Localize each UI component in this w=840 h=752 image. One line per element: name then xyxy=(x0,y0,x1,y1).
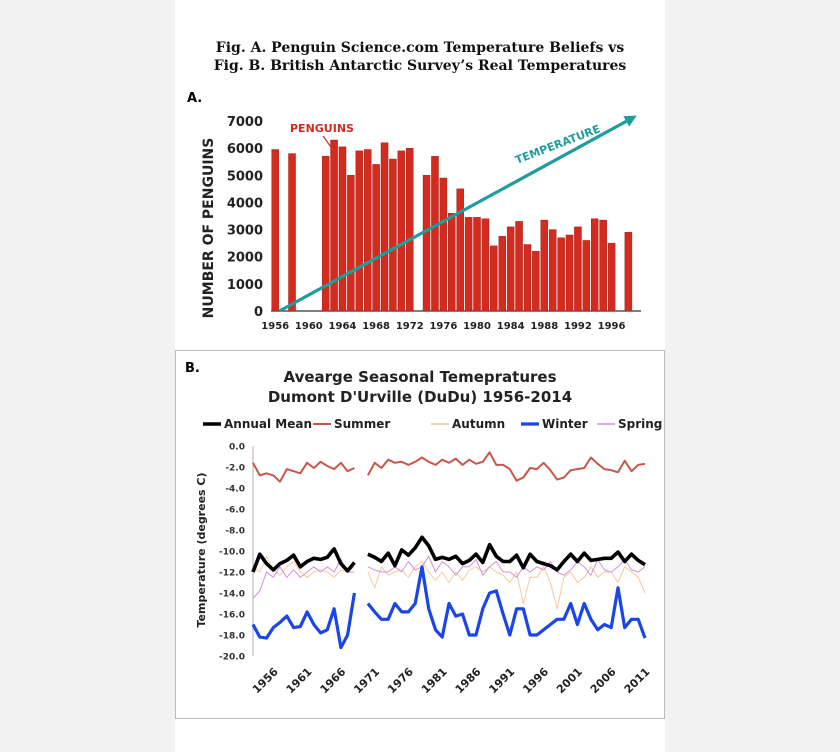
penguin-bar xyxy=(372,164,380,312)
chart-a-tick-labels: 0 1000 2000 3000 4000 5000 6000 7000 1956 1960 196… xyxy=(227,115,626,332)
panel-b-label: B. xyxy=(185,361,200,376)
chart-a-y-tick-label: 4000 xyxy=(227,196,263,211)
penguin-bar xyxy=(406,147,414,312)
chart-b-y-axis-label: Temperature (degrees C) xyxy=(195,472,208,627)
chart-a-bars xyxy=(271,139,633,312)
chart-a-y-tick-label: 3000 xyxy=(227,224,263,239)
chart-b-temperatures: B. Avearge Seasonal Temepratures Dumont … xyxy=(175,350,665,719)
chart-a-x-tick-label: 1964 xyxy=(329,321,357,332)
chart-b-y-tick-label: -6.0 xyxy=(225,506,245,516)
penguin-bar xyxy=(288,153,296,312)
penguin-bar xyxy=(347,175,355,312)
legend-label-winter: Winter xyxy=(542,417,588,431)
figure-title-line-1: Fig. A. Penguin Science.com Temperature … xyxy=(215,40,625,56)
chart-b-y-tick-label: 0.0 xyxy=(229,443,245,453)
series-line-winter xyxy=(251,565,647,650)
chart-b-frame xyxy=(175,350,665,719)
penguin-bar xyxy=(532,251,540,312)
penguin-bar xyxy=(498,236,506,312)
chart-a-x-tick-label: 1992 xyxy=(564,321,592,332)
penguin-bar xyxy=(506,226,515,312)
chart-a-x-tick-label: 1968 xyxy=(362,321,390,332)
penguin-bar xyxy=(481,218,490,312)
penguin-bar xyxy=(540,219,549,312)
penguin-bar xyxy=(380,142,389,312)
chart-b-legend: Annual Mean Summer Autumn Winter Spring xyxy=(203,417,662,431)
penguin-bar xyxy=(473,217,481,312)
penguin-bar xyxy=(456,188,464,312)
penguin-bar xyxy=(574,226,582,312)
penguin-bar xyxy=(523,244,532,312)
series-line-spring xyxy=(252,555,646,599)
penguin-bar xyxy=(330,139,338,312)
chart-a-x-tick-label: 1972 xyxy=(396,321,424,332)
penguin-bar xyxy=(422,175,431,312)
figure-title-line-2: Fig. B. British Antarctic Survey’s Real … xyxy=(213,58,627,74)
penguin-bar xyxy=(582,240,591,312)
temperature-arrow-head xyxy=(623,115,637,127)
penguin-bar xyxy=(338,146,347,312)
chart-b-y-tick-label: -20.0 xyxy=(219,653,245,663)
penguins-annotation-pointer xyxy=(322,135,334,151)
chart-b-y-tick-label: -2.0 xyxy=(225,464,245,474)
chart-b-y-tick-label: -18.0 xyxy=(219,632,245,642)
temperature-arrow-shaft xyxy=(278,119,628,313)
chart-a-x-tick-label: 1980 xyxy=(463,321,491,332)
penguin-bar xyxy=(355,150,364,312)
penguin-bar xyxy=(431,156,439,312)
legend-label-annual-mean: Annual Mean xyxy=(224,417,312,431)
penguin-bar xyxy=(464,217,473,312)
chart-a-penguins: A. NUMBER OF PENGUINS 0 1000 2000 3000 4000 5… xyxy=(187,91,641,332)
chart-a-y-tick-label: 0 xyxy=(254,305,263,320)
series-line-annual-mean xyxy=(251,535,646,573)
penguin-bar xyxy=(397,150,406,312)
chart-b-title: Avearge Seasonal Temepratures xyxy=(284,368,557,386)
legend-label-spring: Spring xyxy=(618,417,662,431)
legend-label-autumn: Autumn xyxy=(452,417,505,431)
chart-a-y-tick-label: 7000 xyxy=(227,115,263,130)
chart-a-y-tick-label: 2000 xyxy=(227,251,263,266)
chart-a-x-tick-label: 1960 xyxy=(295,321,323,332)
series-line-summer xyxy=(252,451,646,483)
chart-a-y-tick-label: 6000 xyxy=(227,142,263,157)
chart-a-y-tick-label: 5000 xyxy=(227,169,263,184)
penguin-bar xyxy=(591,218,599,312)
penguins-annotation: PENGUINS xyxy=(290,122,354,135)
chart-a-temperature-arrow xyxy=(278,115,637,313)
penguin-bar xyxy=(321,156,330,312)
chart-b-y-tick-label: -12.0 xyxy=(219,569,245,579)
chart-b-y-tick-label: -8.0 xyxy=(225,527,245,537)
chart-b-subtitle: Dumont D'Urville (DuDu) 1956-2014 xyxy=(268,388,572,406)
chart-a-y-axis-label: NUMBER OF PENGUINS xyxy=(201,138,217,319)
chart-a-x-tick-label: 1988 xyxy=(530,321,558,332)
penguin-bar xyxy=(389,158,397,312)
penguin-bar xyxy=(448,213,456,312)
chart-a-x-tick-label: 1984 xyxy=(497,321,525,332)
penguin-bar xyxy=(624,232,633,312)
panel-a-label: A. xyxy=(187,91,202,106)
penguin-bar xyxy=(439,177,448,312)
chart-b-y-tick-label: -10.0 xyxy=(219,548,245,558)
chart-b-series xyxy=(251,451,647,650)
penguin-bar xyxy=(548,229,557,312)
chart-b-y-tick-label: -14.0 xyxy=(219,590,245,600)
legend-label-summer: Summer xyxy=(334,417,390,431)
penguin-bar xyxy=(607,242,616,312)
chart-b-y-tick-label: -4.0 xyxy=(225,485,245,495)
penguin-bar xyxy=(599,219,607,312)
chart-a-y-tick-label: 1000 xyxy=(227,278,263,293)
chart-a-x-tick-label: 1976 xyxy=(429,321,457,332)
penguin-bar xyxy=(490,245,498,312)
penguin-bar xyxy=(363,149,372,312)
chart-a-x-tick-label: 1996 xyxy=(598,321,626,332)
penguin-bar xyxy=(557,237,565,312)
penguin-bar xyxy=(515,221,523,312)
penguin-bar xyxy=(271,149,279,312)
figure-page: Fig. A. Penguin Science.com Temperature … xyxy=(175,0,665,752)
chart-b-y-tick-label: -16.0 xyxy=(219,611,245,621)
chart-a-x-tick-label: 1956 xyxy=(261,321,289,332)
penguin-bar xyxy=(565,234,574,312)
